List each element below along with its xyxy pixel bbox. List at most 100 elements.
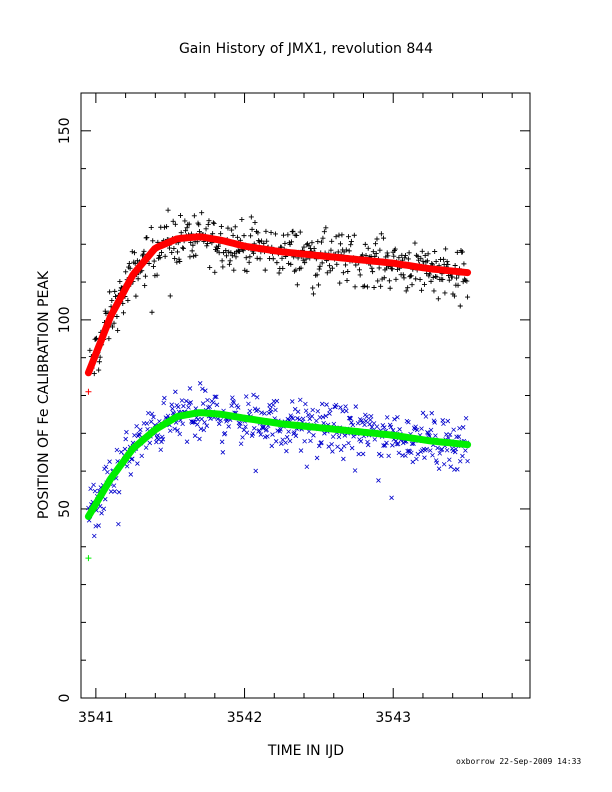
data-point	[314, 272, 320, 278]
data-point	[254, 255, 260, 261]
data-point	[125, 297, 131, 303]
data-point	[273, 407, 278, 413]
data-point	[237, 248, 243, 254]
data-point	[167, 293, 173, 299]
data-point	[433, 259, 439, 265]
data-point	[406, 250, 412, 256]
data-point	[211, 220, 217, 226]
data-point	[386, 278, 392, 284]
data-point	[146, 410, 151, 416]
data-point	[184, 398, 189, 404]
data-point	[112, 288, 118, 294]
data-point	[304, 242, 310, 248]
data-point	[457, 303, 463, 309]
data-point	[337, 241, 343, 247]
series-2-points	[86, 381, 470, 539]
data-point	[364, 284, 370, 290]
axis-ticks	[81, 92, 530, 699]
data-point	[97, 354, 103, 360]
data-point	[319, 401, 325, 407]
data-point	[456, 434, 462, 439]
data-point	[124, 429, 129, 435]
data-point	[164, 224, 170, 230]
data-point	[106, 336, 112, 342]
data-point	[230, 395, 235, 400]
data-point	[429, 410, 435, 416]
data-point	[265, 434, 270, 439]
data-point	[186, 221, 192, 227]
data-point	[451, 427, 456, 433]
data-point	[246, 259, 252, 265]
data-point	[229, 227, 235, 233]
data-point	[376, 265, 382, 271]
data-point	[140, 251, 146, 257]
data-point	[374, 424, 380, 429]
data-point	[255, 230, 261, 236]
data-point	[457, 458, 463, 464]
data-point	[287, 241, 293, 247]
data-point	[348, 238, 354, 244]
data-point	[197, 381, 203, 386]
data-point	[167, 428, 173, 434]
tick-labels: 0 50 100 150 3541 3542 3543	[57, 117, 411, 726]
data-point	[212, 269, 218, 275]
data-point	[367, 421, 372, 427]
data-point	[158, 447, 164, 453]
data-point	[162, 395, 167, 401]
data-point	[190, 419, 196, 425]
x-tick-label: 3541	[78, 710, 114, 726]
plot-frame	[80, 92, 531, 699]
data-point	[175, 249, 181, 255]
data-point	[341, 456, 346, 462]
data-point	[411, 441, 416, 446]
data-point	[228, 250, 234, 256]
data-point	[363, 418, 369, 424]
data-point	[99, 510, 104, 516]
fit-curves	[84, 233, 472, 562]
data-point	[465, 294, 471, 300]
data-point	[340, 408, 345, 414]
data-point	[353, 404, 359, 409]
data-point	[253, 468, 258, 474]
data-point	[310, 291, 316, 297]
data-point	[111, 320, 117, 326]
data-point	[327, 411, 332, 416]
data-point	[280, 232, 286, 238]
data-point	[154, 272, 160, 278]
data-point	[127, 265, 133, 271]
data-point	[188, 400, 193, 405]
data-point	[107, 459, 112, 464]
data-point	[204, 243, 210, 249]
data-point	[172, 426, 177, 432]
data-point	[444, 447, 450, 453]
data-point	[352, 284, 358, 290]
data-point	[445, 261, 451, 267]
data-point	[388, 424, 394, 430]
data-point	[274, 260, 280, 266]
data-point	[437, 451, 443, 456]
data-point	[440, 418, 446, 423]
data-point	[219, 258, 225, 264]
data-point	[212, 394, 218, 400]
data-point	[220, 450, 226, 455]
data-point	[102, 308, 108, 314]
data-point	[393, 276, 399, 282]
data-point	[362, 241, 368, 247]
data-point	[370, 249, 376, 255]
data-point	[317, 263, 323, 269]
data-point	[220, 264, 226, 270]
data-point	[419, 426, 424, 431]
data-point	[190, 242, 196, 248]
y-axis-label: POSITION OF Fe CALIBRATION PEAK	[36, 270, 52, 519]
data-point	[390, 443, 395, 448]
data-point	[329, 265, 335, 271]
data-point	[280, 265, 286, 271]
y-tick-label: 0	[57, 694, 73, 703]
data-point	[465, 458, 470, 464]
chart-title: Gain History of JMX1, revolution 844	[179, 41, 433, 57]
data-point	[167, 245, 173, 251]
data-point	[131, 250, 137, 256]
data-point	[374, 236, 380, 242]
data-point	[308, 438, 313, 444]
